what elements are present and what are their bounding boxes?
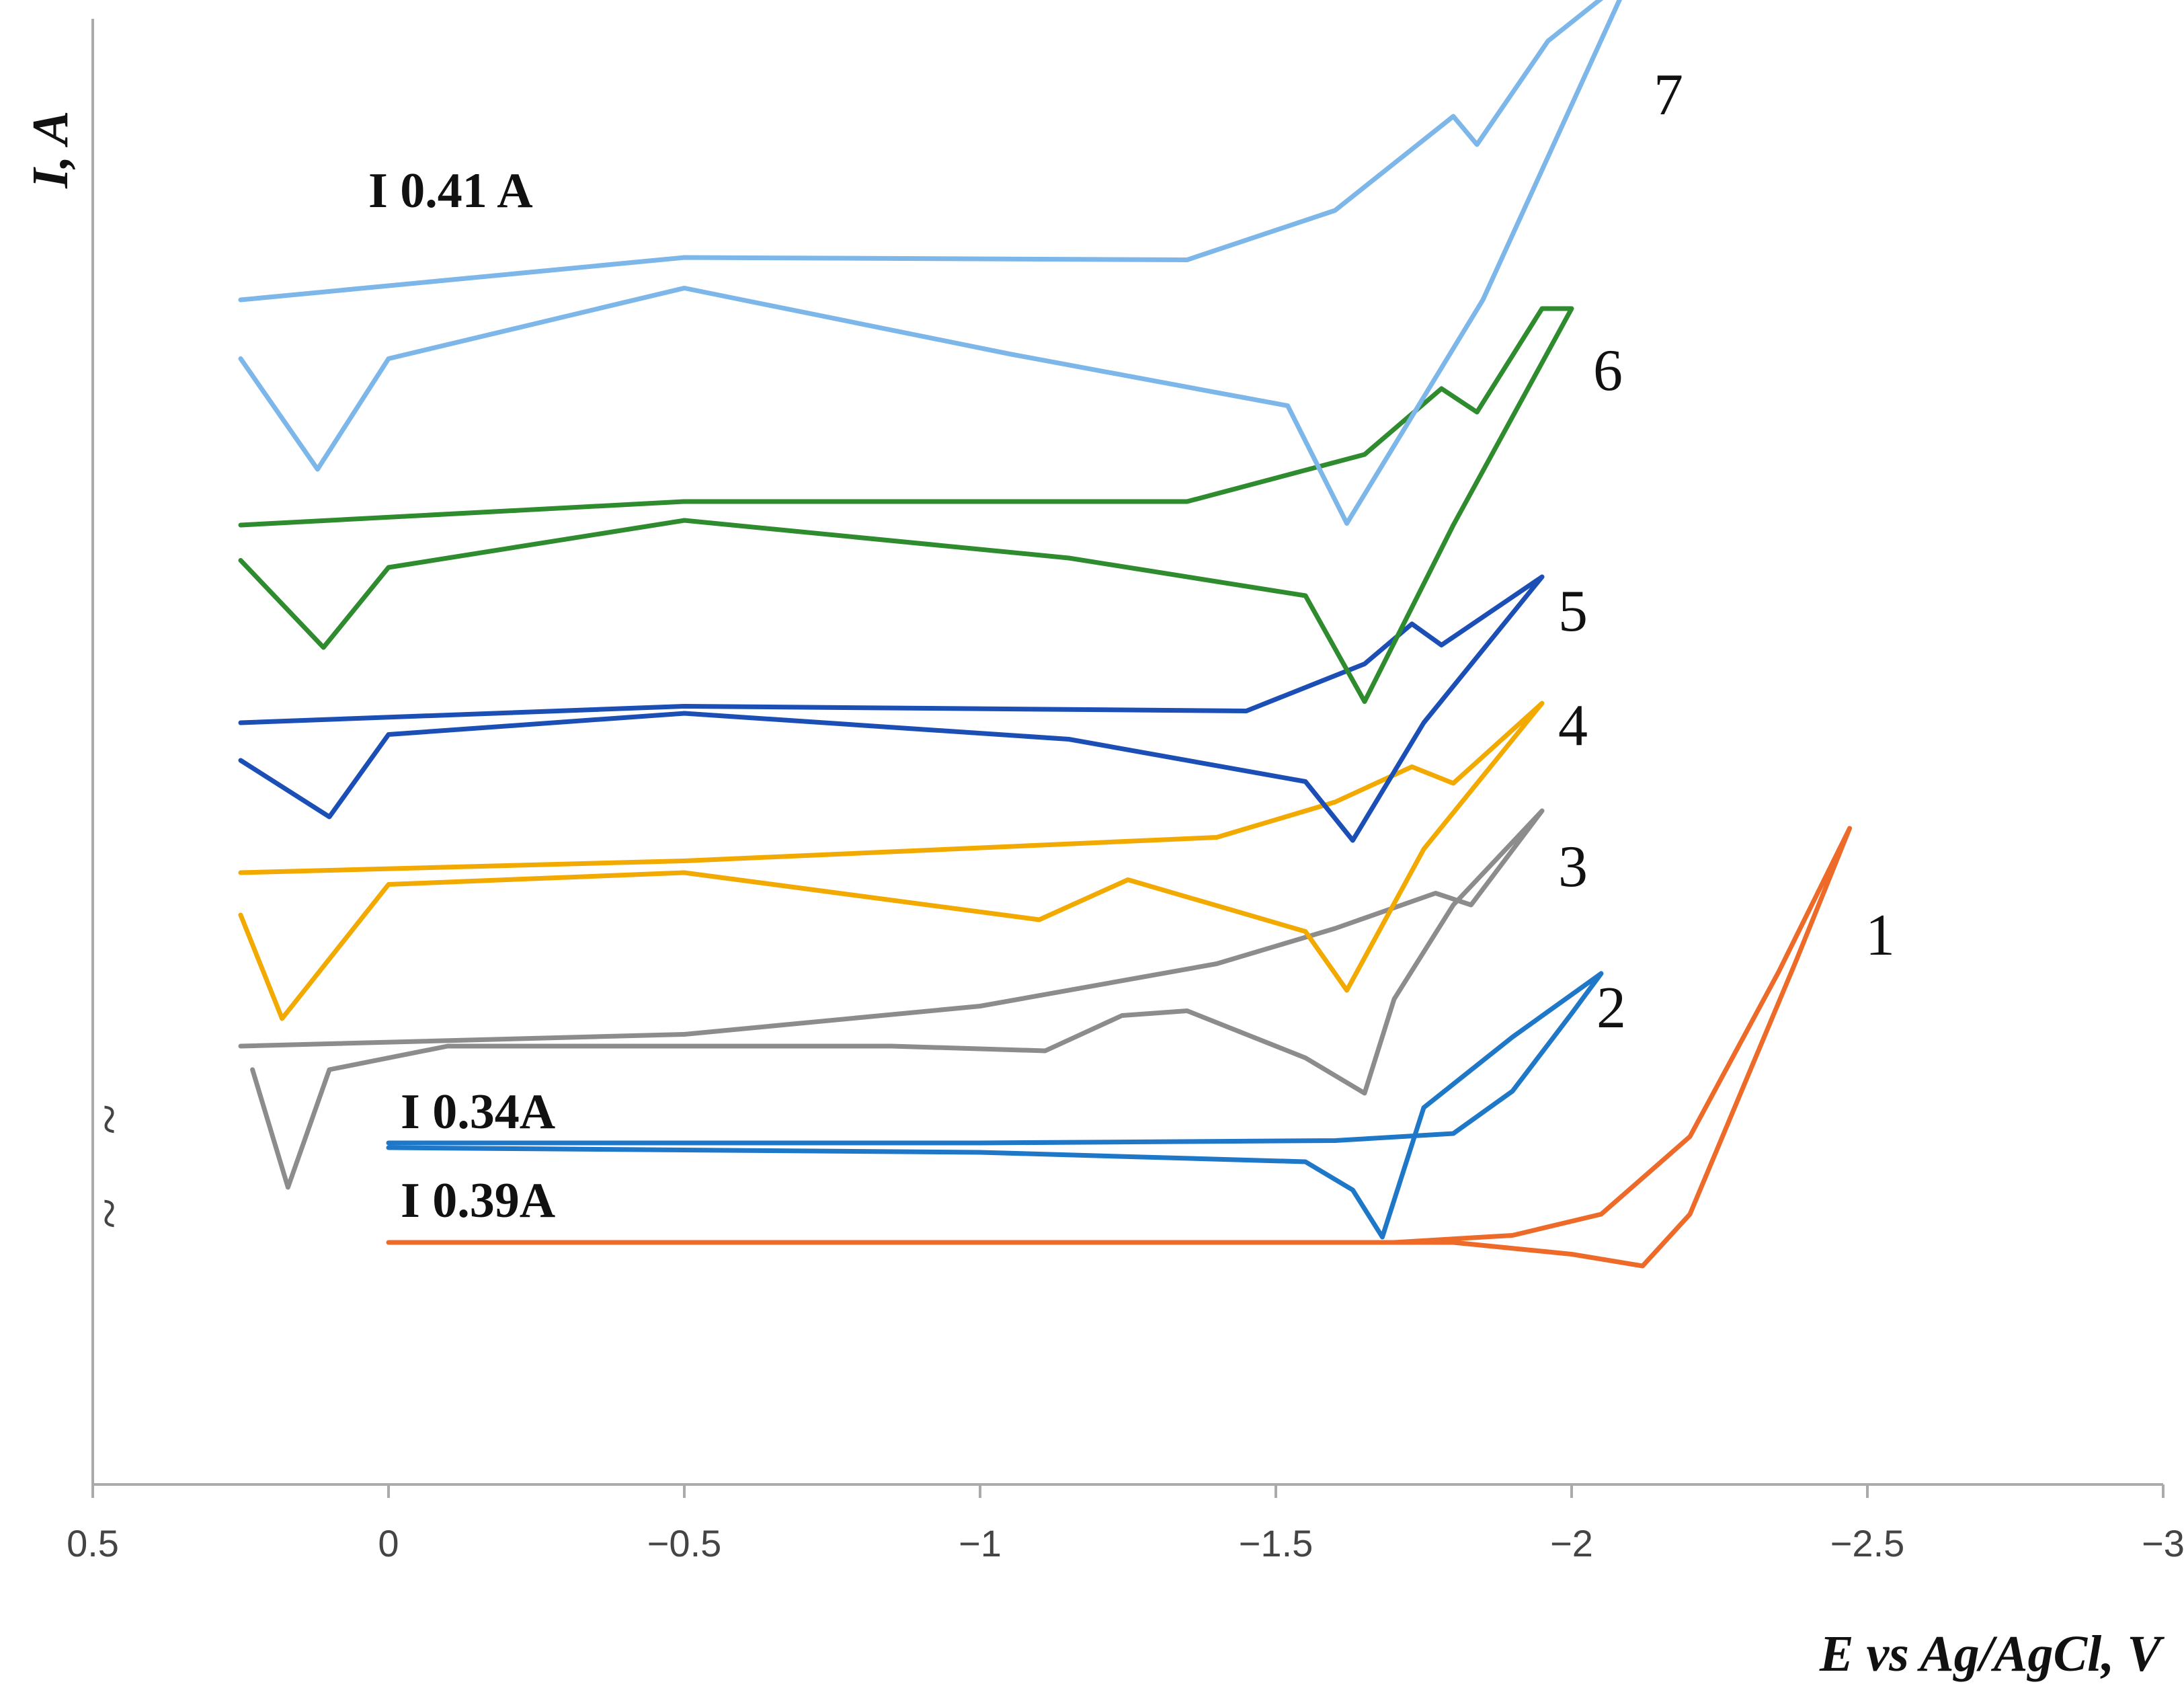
series-curve-4	[238, 701, 1545, 1021]
x-ticks: 0.5 0 −0.5 −1 −1.5 −2 −2.5 −3	[67, 1484, 2184, 1564]
x-tick-label: 0.5	[67, 1522, 119, 1564]
x-tick-label: −2.5	[1830, 1522, 1905, 1564]
x-tick-label: −1.5	[1239, 1522, 1313, 1564]
series-curve-3	[238, 808, 1545, 1190]
series-labels: 1 2 3 4 5 6 7	[1558, 63, 1895, 1041]
series-layer	[238, 0, 1853, 1269]
series-label-7: 7	[1654, 63, 1683, 128]
series-curve-1	[386, 826, 1853, 1269]
series-curve-2	[386, 971, 1604, 1240]
axis-break-mark-lower: ~	[78, 1198, 140, 1228]
annotation-curve-2-current: I 0.34A	[401, 1084, 555, 1140]
x-tick-label: −1	[959, 1522, 1002, 1564]
series-curve-7	[238, 0, 1622, 526]
series-label-3: 3	[1558, 834, 1588, 900]
annotation-curve-7-current: I 0.41 A	[368, 163, 533, 219]
series-curve-6	[238, 306, 1574, 704]
annotation-curve-1-current: I 0.39A	[401, 1173, 555, 1228]
series-label-1: 1	[1865, 903, 1895, 968]
series-label-5: 5	[1558, 579, 1588, 644]
x-axis-title: E vs Ag/AgCl, V	[1819, 1626, 2165, 1682]
series-label-4: 4	[1558, 693, 1588, 758]
x-tick-label: −2	[1550, 1522, 1593, 1564]
x-tick-label: 0	[378, 1522, 399, 1564]
axis-break-mark-upper: ~	[78, 1104, 140, 1134]
x-tick-label: −0.5	[647, 1522, 722, 1564]
series-curve-5	[238, 574, 1545, 843]
y-axis-title: I, A	[22, 111, 79, 189]
axes	[91, 19, 2163, 1486]
x-tick-label: −3	[2142, 1522, 2184, 1564]
series-label-6: 6	[1593, 338, 1623, 403]
series-label-2: 2	[1596, 976, 1626, 1041]
